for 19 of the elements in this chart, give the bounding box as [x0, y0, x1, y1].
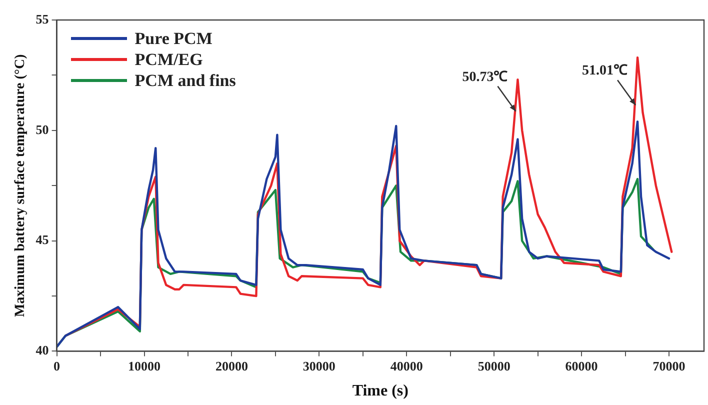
legend-label: PCM/EG — [134, 49, 203, 70]
annotation: 50.73℃ — [462, 70, 508, 85]
x-tick-label: 0 — [54, 358, 60, 374]
legend-label: Pure PCM — [134, 28, 212, 49]
x-tick-label: 10000 — [128, 358, 161, 374]
y-axis-title: Maximum battery surface temperature (°C) — [13, 54, 28, 317]
legend-label: PCM and fins — [134, 70, 236, 91]
annotation: 51.01℃ — [582, 64, 628, 79]
y-tick-label: 45 — [36, 232, 50, 248]
x-tick-label: 20000 — [215, 358, 248, 374]
x-tick-label: 70000 — [652, 358, 686, 374]
x-tick-label: 50000 — [478, 358, 510, 374]
y-tick-label: 40 — [36, 342, 49, 358]
x-tick-label: 40000 — [390, 358, 423, 374]
x-tick-label: 60000 — [565, 358, 598, 374]
y-tick-label: 50 — [36, 122, 49, 137]
x-axis-title: Time (s) — [352, 382, 408, 400]
x-tick-label: 30000 — [302, 358, 336, 374]
y-tick-label: 55 — [36, 11, 50, 26]
